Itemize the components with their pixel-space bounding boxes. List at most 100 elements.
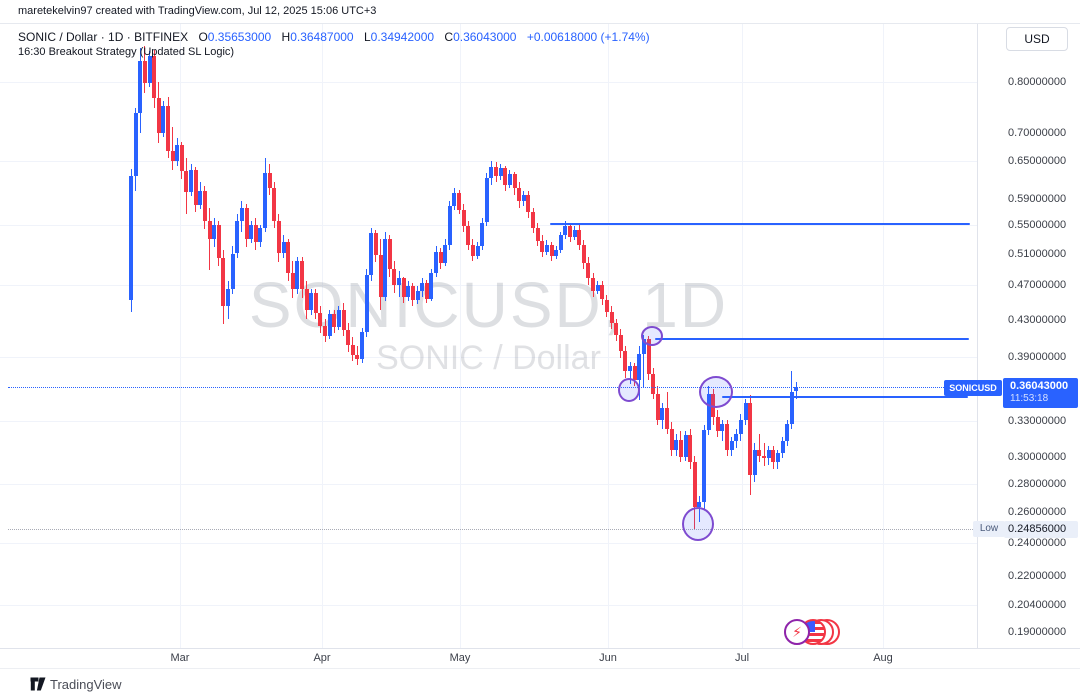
candle — [350, 345, 355, 355]
horizontal-gridline — [0, 483, 977, 485]
attribution-bar: maretekelvin97 created with TradingView.… — [0, 0, 1080, 24]
trend-ray-line[interactable] — [655, 338, 969, 341]
candle — [692, 462, 697, 508]
candle — [290, 272, 295, 289]
candle — [725, 424, 730, 450]
candle — [457, 192, 462, 210]
watermark-title: SONICUSD, 1D — [248, 269, 729, 341]
candle — [420, 283, 425, 292]
candle — [249, 224, 254, 239]
candle — [300, 261, 304, 289]
symbol-price-chip[interactable]: SONICUSD — [944, 380, 1002, 396]
candle — [660, 408, 665, 420]
circle-drawing[interactable] — [618, 378, 640, 402]
time-tick-label: May — [449, 652, 471, 664]
tradingview-logo-text[interactable]: TradingView — [50, 677, 122, 692]
candle — [189, 169, 194, 193]
time-tick-label: Aug — [873, 652, 893, 664]
candle — [369, 233, 374, 275]
candle — [503, 168, 508, 186]
candle — [318, 313, 323, 326]
horizontal-gridline — [0, 161, 977, 163]
candle — [161, 105, 166, 134]
candle — [568, 226, 572, 238]
candle — [364, 275, 369, 333]
candle — [175, 145, 180, 162]
time-tick-label: Apr — [313, 652, 331, 664]
candle — [221, 258, 226, 307]
candle — [332, 314, 337, 327]
candle — [748, 402, 753, 476]
price-tick-label: 0.65000000 — [1008, 155, 1067, 168]
candle — [558, 235, 563, 250]
candle — [272, 188, 277, 222]
current-price-label: 0.36043000 11:53:18 — [1003, 378, 1078, 408]
candle — [581, 244, 586, 264]
price-tick-label: 0.20400000 — [1008, 598, 1067, 611]
price-tick-label: 0.55000000 — [1008, 219, 1067, 232]
candle-wick — [172, 126, 174, 170]
symbol-name[interactable]: SONIC / Dollar · 1D · BITFINEX — [18, 30, 189, 44]
candle — [138, 61, 143, 113]
candle — [147, 56, 152, 83]
time-tick-label: Mar — [170, 652, 190, 664]
candle — [572, 229, 577, 238]
candle — [429, 272, 434, 299]
price-axis[interactable]: USD 0.80000000 0.70000000 0.65000000 0.5900… — [978, 24, 1080, 648]
horizontal-gridline — [0, 420, 977, 422]
lightning-sticker[interactable]: ⚡ — [784, 619, 810, 645]
time-axis[interactable]: Mar Apr May Jun Jul Aug — [0, 649, 1080, 668]
candle — [424, 283, 429, 299]
candle — [212, 225, 217, 240]
candle — [734, 433, 739, 441]
price-tick-label: 0.19000000 — [1008, 625, 1067, 638]
candle — [628, 365, 632, 371]
candle — [434, 252, 438, 273]
price-tick-label: 0.70000000 — [1008, 127, 1067, 140]
candle — [470, 244, 475, 256]
candle — [267, 172, 272, 189]
attribution-link[interactable]: maretekelvin97 created with TradingView.… — [18, 5, 377, 17]
circle-drawing[interactable] — [641, 326, 663, 346]
horizontal-gridline — [0, 225, 977, 227]
ohlc-high: H0.36487000 — [281, 30, 354, 44]
candle — [281, 242, 286, 254]
candle — [253, 224, 258, 243]
trend-ray-line[interactable] — [722, 395, 968, 398]
candle — [193, 169, 198, 206]
tradingview-logo-icon[interactable] — [30, 677, 46, 691]
price-tick-label: 0.28000000 — [1008, 477, 1067, 490]
candle — [743, 402, 748, 420]
low-price-line — [8, 529, 973, 531]
candle — [688, 434, 693, 463]
horizontal-gridline — [0, 542, 977, 544]
candle — [373, 233, 378, 255]
candle — [678, 439, 683, 458]
candle — [609, 311, 614, 323]
candle — [757, 449, 762, 456]
vertical-gridline — [608, 24, 609, 648]
trend-ray-line[interactable] — [550, 222, 970, 225]
strategy-title[interactable]: 16:30 Breakout Strategy (Updated SL Logi… — [18, 46, 235, 58]
candle — [226, 288, 230, 307]
currency-toggle-button[interactable]: USD — [1006, 27, 1068, 51]
candle — [789, 391, 794, 425]
candle-wick — [629, 361, 631, 385]
candle — [521, 194, 526, 202]
candle — [346, 330, 351, 346]
circle-drawing[interactable] — [699, 376, 733, 408]
price-tick-label: 0.39000000 — [1008, 350, 1067, 363]
candle — [387, 238, 392, 269]
candle — [410, 286, 415, 300]
circle-drawing[interactable] — [682, 507, 714, 541]
candle — [447, 205, 452, 245]
vertical-gridline — [883, 24, 884, 648]
ohlc-close: C0.36043000 — [444, 30, 517, 44]
candle-wick — [758, 433, 760, 463]
candle — [170, 151, 175, 162]
candle — [202, 190, 207, 222]
candle — [383, 238, 388, 297]
candle — [198, 190, 203, 205]
symbol-watermark: SONICUSD, 1D SONIC / Dollar — [0, 272, 977, 378]
